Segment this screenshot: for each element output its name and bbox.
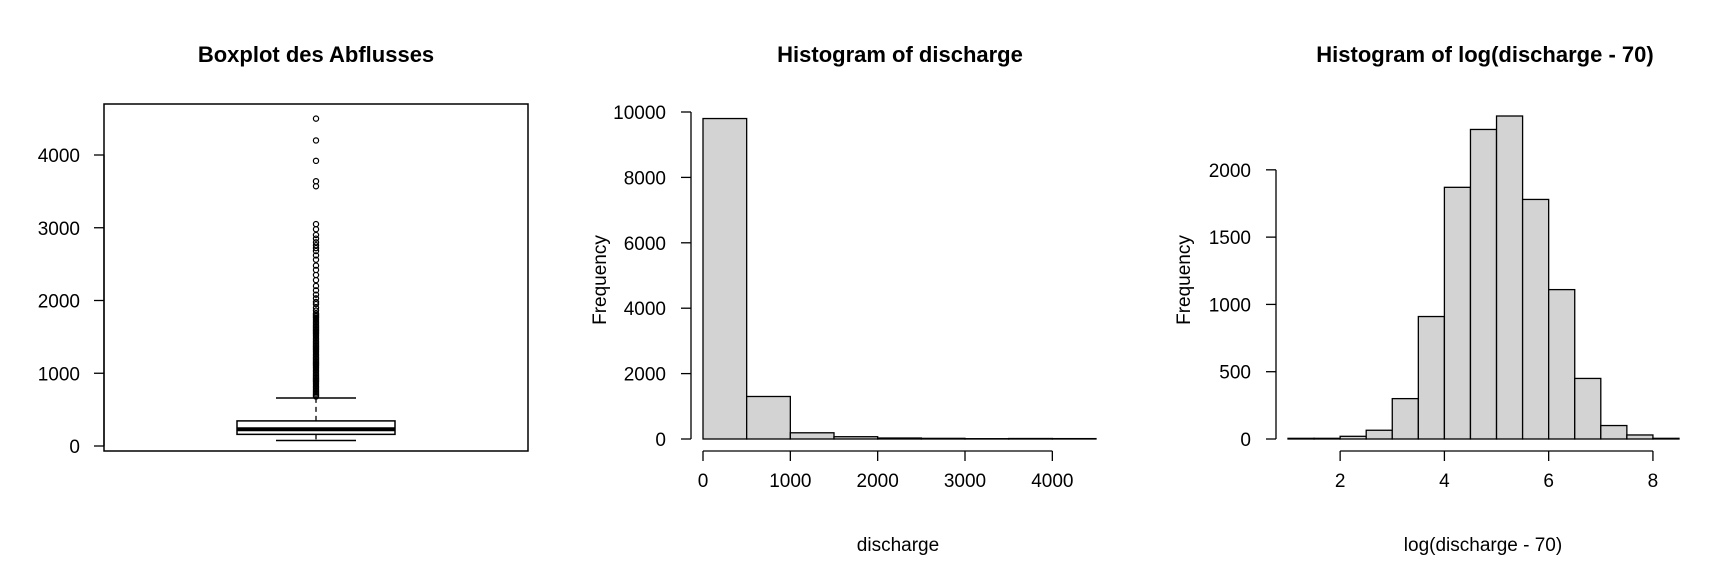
x-tick-label: 2000 (857, 471, 899, 492)
histogram-bar (789, 432, 835, 440)
x-axis: 2 4 6 8 (1335, 450, 1659, 492)
histogram-discharge-panel: Histogram of discharge discharge Frequen… (590, 42, 1097, 556)
y-tick-label: 4000 (38, 146, 80, 167)
histogram-bar (1365, 429, 1393, 440)
y-axis-label: Frequency (590, 235, 611, 325)
y-tick-label: 1000 (38, 364, 80, 385)
boxplot-panel: Boxplot des Abflusses 0 1000 2000 3000 4000 (38, 42, 529, 458)
histogram-bar (1417, 315, 1446, 440)
histogram-bar (1574, 377, 1602, 440)
y-tick-label: 0 (69, 437, 80, 458)
histogram-bar (1469, 128, 1498, 440)
outlier-point (312, 235, 320, 242)
histogram-bar (702, 117, 748, 440)
outlier-point (312, 177, 320, 185)
x-tick-label: 8 (1648, 471, 1659, 492)
x-tick-label: 4000 (1031, 471, 1073, 492)
histogram-bar (1495, 115, 1524, 440)
y-tick-label: 6000 (624, 234, 666, 255)
outlier-point (312, 115, 320, 122)
histogram-bar (1548, 288, 1576, 440)
histogram-bar (1600, 424, 1628, 440)
y-axis: 0 500 1000 1500 2000 (1209, 161, 1277, 451)
y-tick-label: 2000 (38, 292, 80, 313)
outlier-point (312, 271, 320, 279)
y-tick-label: 1500 (1209, 228, 1251, 249)
y-tick-label: 8000 (624, 168, 666, 189)
histogram-bar (1287, 437, 1315, 440)
outlier-point (312, 239, 320, 246)
y-tick-label: 4000 (624, 299, 666, 320)
outlier-point (312, 157, 320, 165)
outlier-point (312, 291, 320, 298)
histogram-discharge-title: Histogram of discharge (777, 42, 1023, 67)
histogram-bars (702, 117, 1097, 440)
x-axis-label: log(discharge - 70) (1404, 535, 1562, 556)
y-axis: 0 2000 4000 6000 8000 10000 (613, 103, 692, 451)
outlier-point (312, 295, 320, 302)
outlier-point (312, 262, 320, 269)
x-tick-label: 0 (698, 471, 709, 492)
y-tick-label: 3000 (38, 219, 80, 240)
x-axis: 0 1000 2000 3000 4000 (698, 450, 1073, 492)
x-tick-label: 3000 (944, 471, 986, 492)
y-tick-label: 1000 (1209, 295, 1251, 316)
histogram-log-panel: Histogram of log(discharge - 70) log(dis… (1174, 42, 1680, 556)
outlier-point (312, 300, 320, 308)
y-axis-label: Frequency (1174, 235, 1195, 325)
outlier-point (312, 220, 320, 228)
histogram-bar (920, 437, 966, 440)
x-tick-label: 4 (1439, 471, 1450, 492)
outlier-point (312, 282, 320, 290)
histogram-bar (833, 436, 879, 440)
y-tick-label: 0 (1240, 430, 1251, 451)
histogram-bar (1391, 397, 1419, 440)
outlier-point (312, 231, 320, 239)
outlier-point (312, 247, 320, 255)
y-tick-label: 10000 (613, 103, 666, 124)
outlier-point (312, 298, 320, 306)
outlier-point (312, 276, 320, 284)
y-tick-label: 2000 (624, 365, 666, 386)
histogram-bar (1521, 198, 1550, 440)
y-tick-label: 2000 (1209, 161, 1251, 182)
x-tick-label: 6 (1543, 471, 1554, 492)
boxplot-title: Boxplot des Abflusses (198, 42, 434, 67)
histogram-bar (877, 437, 922, 440)
outlier-point (312, 307, 320, 314)
histogram-bars (1287, 115, 1680, 440)
outlier-point (312, 183, 320, 190)
x-tick-label: 2 (1335, 471, 1346, 492)
histogram-bar (1443, 186, 1472, 440)
outlier-point (312, 287, 320, 294)
outlier-point (312, 137, 320, 144)
outlier-point (312, 252, 320, 259)
y-axis: 0 1000 2000 3000 4000 (38, 146, 105, 458)
outlier-point (312, 304, 320, 311)
x-tick-label: 1000 (769, 471, 811, 492)
histogram-bar (1626, 434, 1654, 440)
outlier-point (312, 393, 320, 400)
boxplot-marks (236, 115, 396, 442)
outlier-point (312, 242, 320, 249)
outlier-point (312, 256, 320, 263)
histogram-bar (1313, 437, 1341, 440)
outlier-point (312, 244, 320, 252)
y-tick-label: 500 (1219, 363, 1251, 384)
histogram-log-title: Histogram of log(discharge - 70) (1316, 42, 1653, 67)
histogram-bar (1652, 437, 1680, 440)
y-tick-label: 0 (655, 430, 666, 451)
histogram-bar (746, 395, 791, 440)
x-axis-label: discharge (857, 535, 939, 556)
outlier-point (312, 226, 320, 233)
histogram-bar (1339, 435, 1367, 440)
